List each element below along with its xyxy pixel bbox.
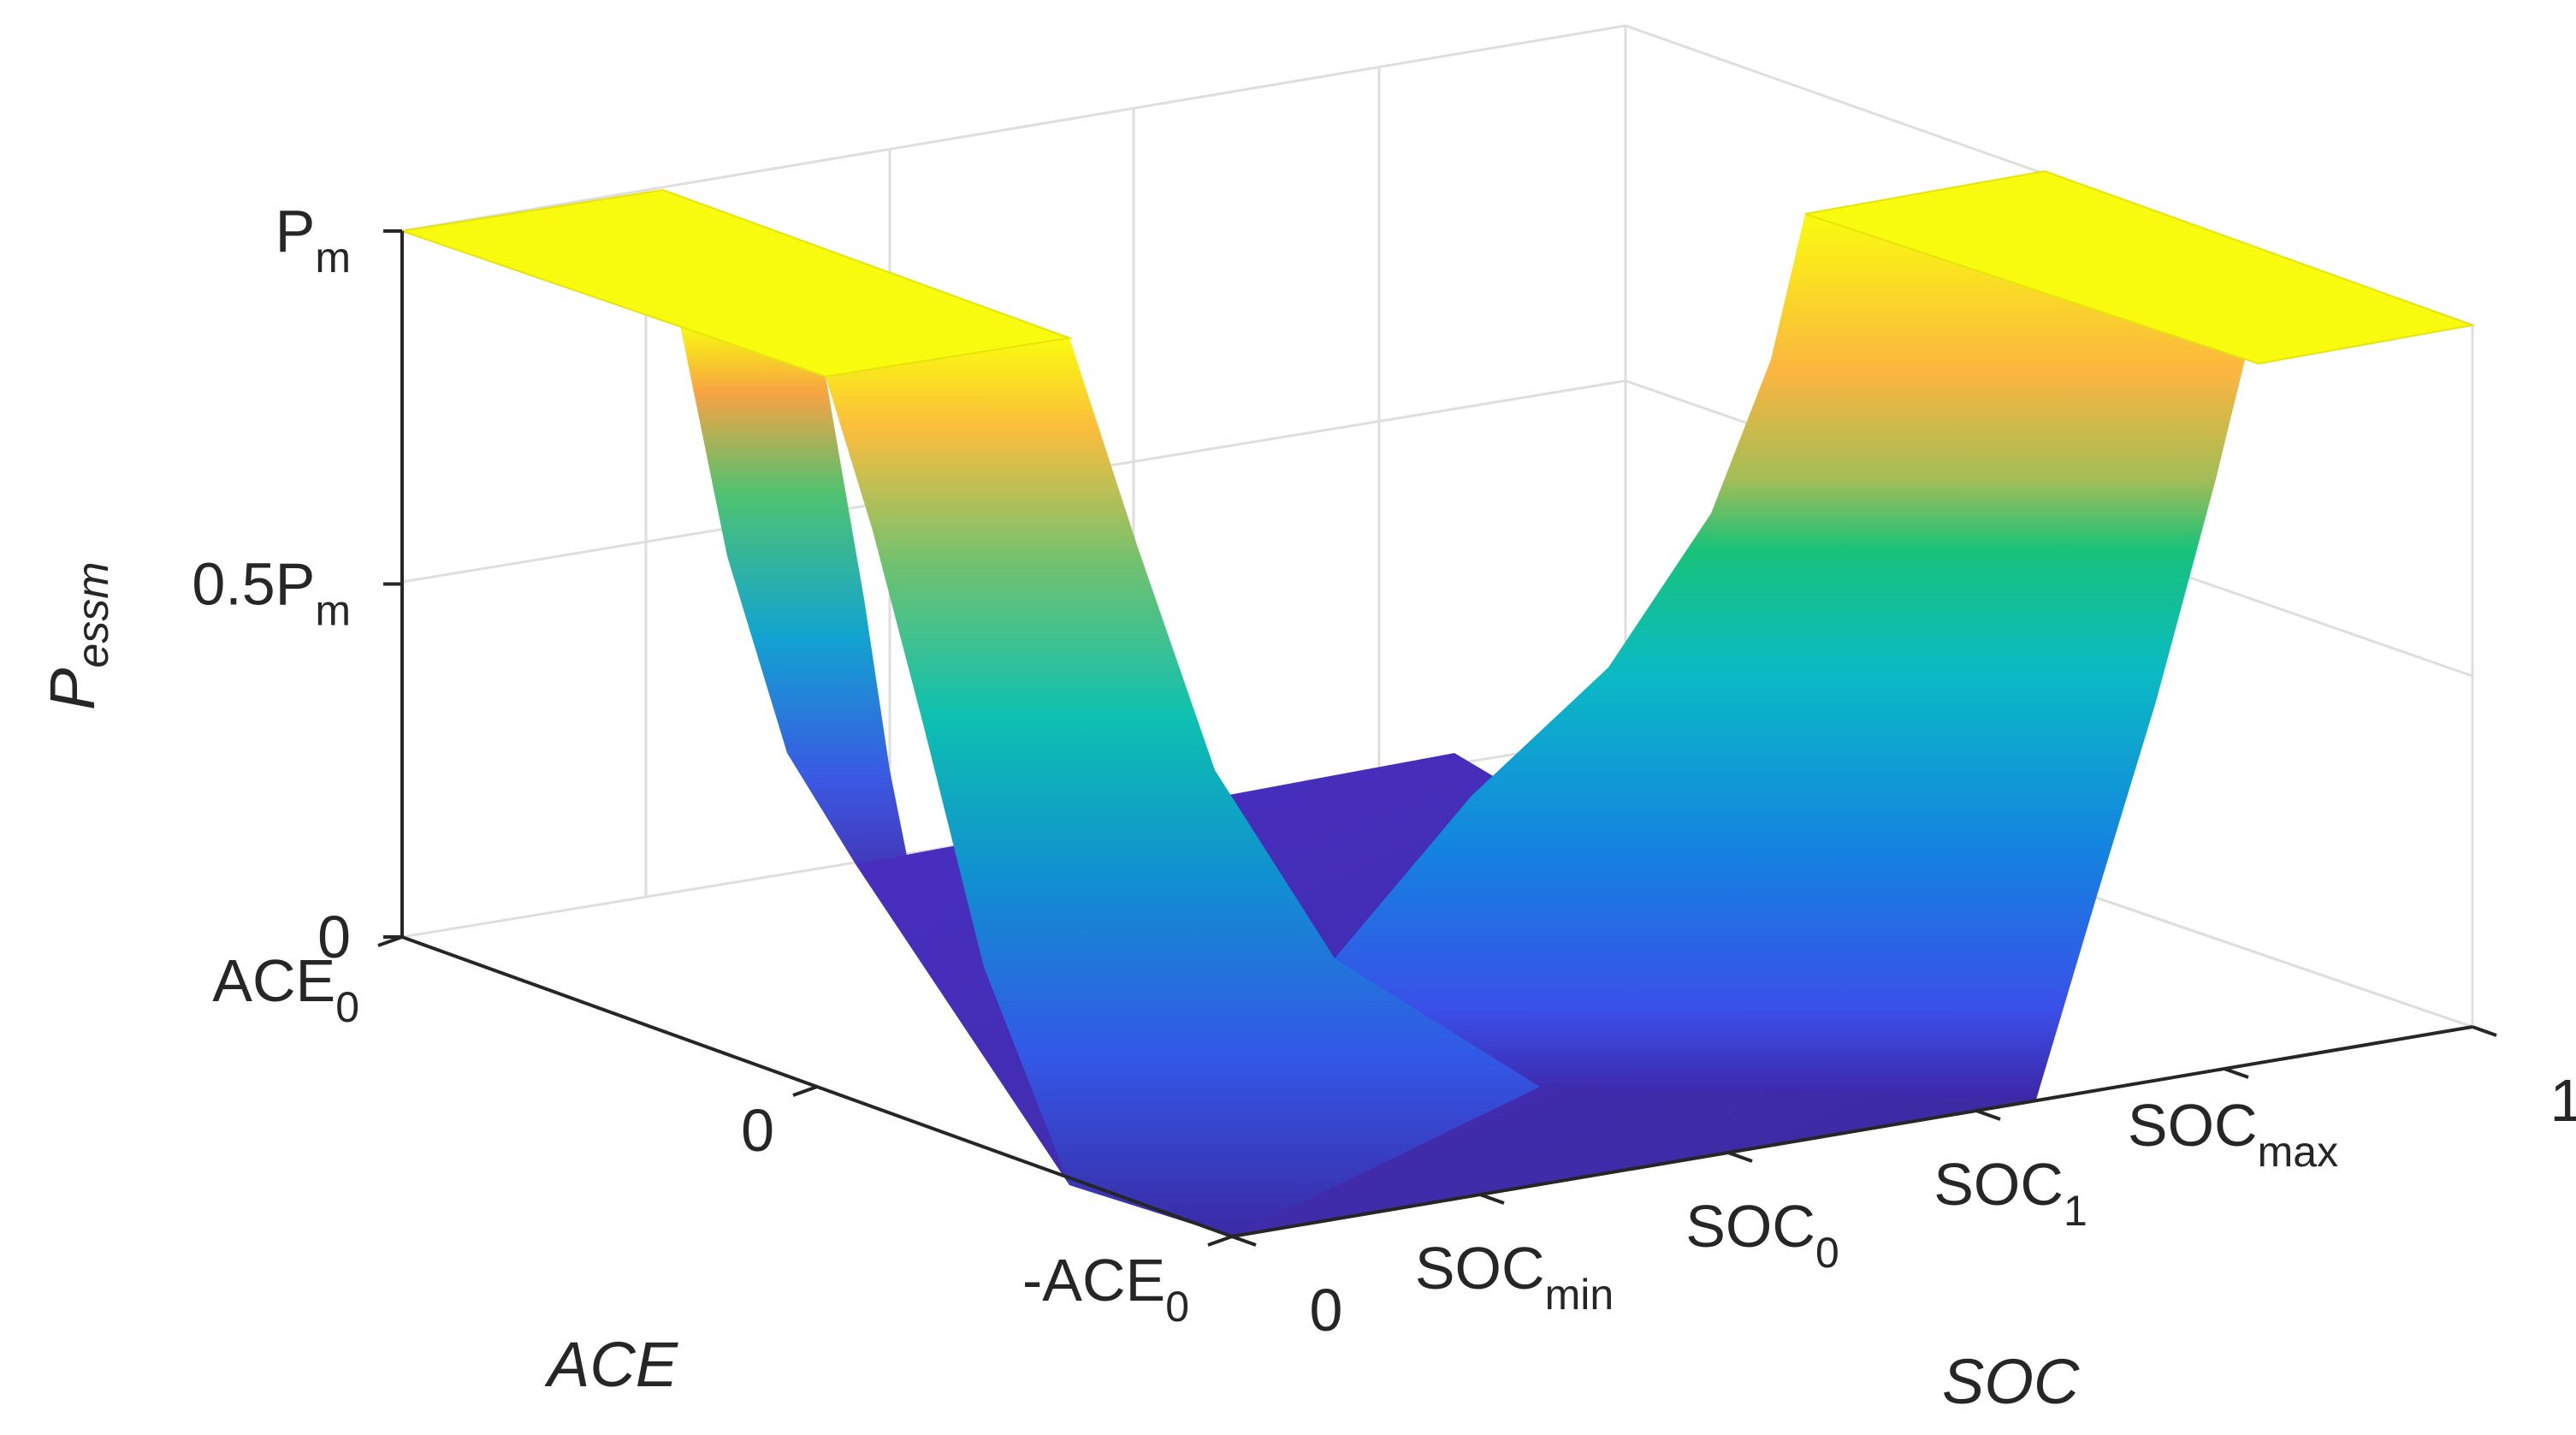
z-tick-label: 0 — [317, 904, 351, 970]
soc-tick-mark — [2472, 1025, 2497, 1037]
ace-tick-mark — [1207, 1235, 1233, 1247]
soc-tick-mark — [1231, 1235, 1257, 1247]
surface-plateau-right — [1804, 169, 2476, 365]
z-tick-label: 0.5Pm — [192, 551, 351, 635]
soc-tick-label: 1 — [2550, 1067, 2576, 1134]
soc-tick-label: 0 — [1310, 1277, 1343, 1343]
ace-tick-mark — [792, 1085, 818, 1097]
grid-line — [401, 24, 1626, 233]
soc-tick-label: SOC0 — [1685, 1193, 1839, 1277]
ace-axis-title: ACE — [544, 1329, 679, 1400]
soc-tick-label: SOC1 — [1933, 1151, 2087, 1235]
surface-plateau-left — [401, 188, 1073, 378]
surface-left-front-slope — [826, 338, 1540, 1236]
z-tick-label: Pm — [275, 198, 351, 282]
surface-left-back-slope — [680, 325, 958, 890]
soc-tick-mark — [1479, 1193, 1505, 1205]
ace-axis-ticks: -ACE0 0 ACE0 — [212, 935, 1233, 1331]
soc-tick-label: SOCmin — [1415, 1235, 1614, 1319]
ace-tick-label: -ACE0 — [1022, 1247, 1189, 1331]
soc-axis-title: SOC — [1942, 1346, 2080, 1417]
soc-tick-mark — [2224, 1067, 2249, 1079]
soc-axis-ticks: 0 SOCmin SOC0 SOC1 SOCmax 1 — [1231, 1025, 2576, 1343]
ace-tick-mark — [377, 935, 403, 947]
soc-axis-line — [1231, 1025, 2473, 1238]
soc-tick-label: SOCmax — [2128, 1092, 2338, 1176]
soc-tick-mark — [1975, 1109, 2001, 1121]
surface-right-slope — [1335, 214, 2259, 1100]
ace-tick-label: 0 — [741, 1097, 774, 1164]
soc-tick-mark — [1727, 1151, 1753, 1163]
z-axis-ticks: 0 0.5Pm Pm — [192, 198, 402, 970]
surface — [401, 169, 2476, 1236]
z-axis-title: Pessm — [37, 561, 118, 710]
ace-tick-label: ACE0 — [212, 947, 359, 1031]
